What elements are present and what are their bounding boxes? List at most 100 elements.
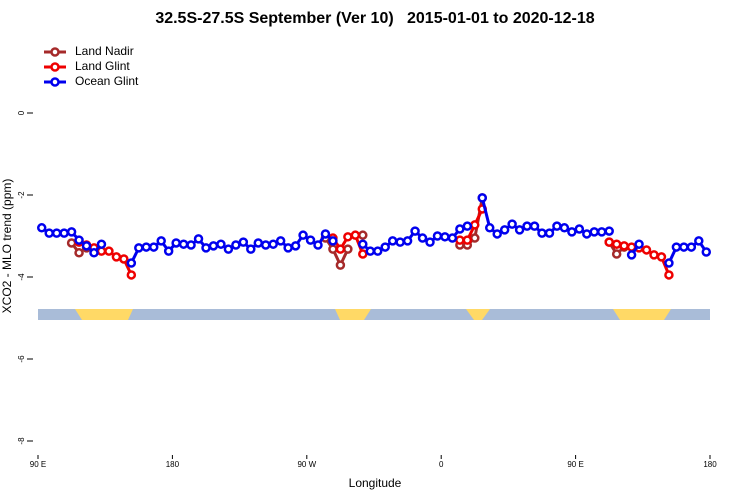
data-point <box>522 221 532 231</box>
y-tick-label: -8 <box>17 437 26 445</box>
data-point <box>470 233 480 243</box>
legend-marker <box>50 62 60 72</box>
x-tick-label: 0 <box>439 460 444 469</box>
data-point <box>126 270 137 280</box>
land-strip <box>75 309 133 320</box>
data-point <box>432 231 443 241</box>
legend-label: Ocean Glint <box>75 74 139 88</box>
y-tick-label: -6 <box>17 355 26 363</box>
data-point <box>611 249 622 259</box>
map-strip <box>38 309 710 320</box>
data-point <box>193 234 204 244</box>
y-axis-label: XCO2 - MLO trend (ppm) <box>0 179 14 314</box>
data-point <box>335 260 346 270</box>
data-point <box>298 230 308 240</box>
data-point <box>186 240 196 250</box>
y-tick-label: 0 <box>17 110 26 115</box>
data-point <box>328 236 338 246</box>
data-point <box>619 241 629 251</box>
data-point <box>231 240 241 250</box>
data-point <box>447 233 458 243</box>
data-point <box>567 227 577 237</box>
data-point <box>111 252 122 262</box>
x-tick-label: 90 E <box>567 460 583 469</box>
data-point <box>59 228 69 238</box>
chart-title: 32.5S-27.5S September (Ver 10) 2015-01-0… <box>155 10 594 27</box>
data-point <box>626 250 637 260</box>
x-tick-label: 180 <box>166 460 180 469</box>
data-point <box>477 193 488 203</box>
data-point <box>134 243 144 253</box>
data-point <box>104 246 114 256</box>
data-point <box>74 248 84 258</box>
data-point <box>305 235 316 245</box>
data-point <box>66 238 77 248</box>
land-strip <box>613 309 671 320</box>
data-point <box>395 237 405 247</box>
series-line <box>78 208 671 276</box>
data-point <box>604 226 614 236</box>
data-point <box>171 238 181 248</box>
data-point <box>36 223 47 233</box>
data-point <box>343 232 353 242</box>
data-point <box>275 236 286 246</box>
data-point <box>462 221 473 231</box>
data-point <box>163 246 174 256</box>
data-point <box>694 236 704 246</box>
data-point <box>365 246 376 256</box>
data-point <box>66 227 77 237</box>
data-point <box>507 219 517 229</box>
data-point <box>283 243 293 253</box>
data-point <box>462 235 473 245</box>
data-point <box>81 241 92 251</box>
data-point <box>148 242 159 252</box>
data-point <box>641 245 652 255</box>
legend-label: Land Nadir <box>75 44 134 58</box>
data-point <box>313 240 323 250</box>
legend-marker <box>50 47 60 57</box>
data-point <box>126 258 137 268</box>
data-point <box>425 237 435 247</box>
data-point <box>223 244 234 254</box>
data-point <box>380 242 390 252</box>
data-point <box>559 223 570 233</box>
data-point <box>201 243 211 253</box>
data-point <box>574 224 585 234</box>
ocean-strip <box>38 309 710 320</box>
data-point <box>664 258 674 268</box>
data-point <box>253 238 264 248</box>
data-point <box>119 254 129 264</box>
legend-marker <box>50 77 60 87</box>
data-point <box>335 244 346 254</box>
land-strip <box>466 309 490 320</box>
land-strip <box>335 309 371 320</box>
data-point <box>634 239 644 249</box>
data-point <box>679 242 689 252</box>
data-point <box>484 223 495 233</box>
data-point <box>260 240 271 250</box>
data-point <box>611 239 622 249</box>
data-point <box>671 242 682 252</box>
data-point <box>358 239 368 249</box>
data-point <box>529 221 540 231</box>
data-point <box>492 229 502 239</box>
data-point <box>238 237 249 247</box>
x-tick-label: 180 <box>703 460 717 469</box>
data-point <box>44 228 54 238</box>
data-point <box>141 242 152 252</box>
data-point <box>455 235 465 245</box>
x-tick-label: 90 W <box>297 460 316 469</box>
data-point <box>156 236 166 246</box>
data-point <box>470 220 480 230</box>
data-point <box>350 230 361 240</box>
data-point <box>701 247 712 257</box>
data-point <box>89 248 99 258</box>
data-point <box>268 239 278 249</box>
data-point <box>358 249 368 259</box>
data-point <box>178 239 189 249</box>
data-point <box>372 246 383 256</box>
data-point <box>96 239 107 249</box>
data-point <box>387 236 398 246</box>
data-point <box>208 241 219 251</box>
